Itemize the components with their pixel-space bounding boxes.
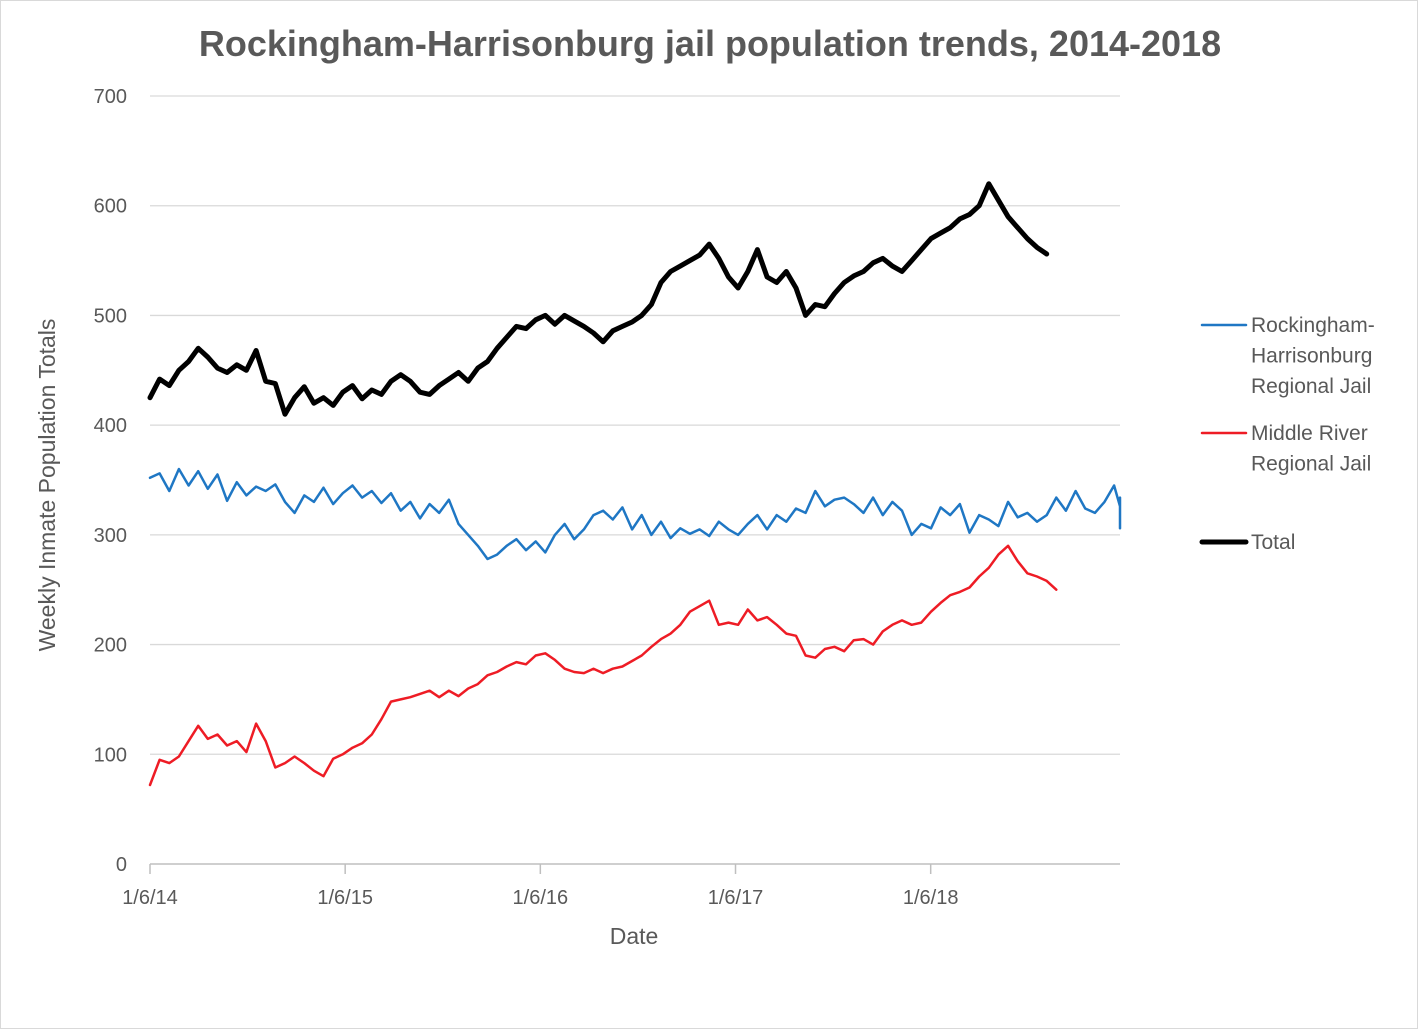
y-axis-title: Weekly Inmate Population Totals <box>34 319 60 652</box>
y-tick-label: 400 <box>94 415 127 437</box>
gridlines <box>150 95 1120 755</box>
chart-title: Rockingham-Harrisonburg jail population … <box>199 23 1221 64</box>
series-line-middle-river-regional-jail <box>148 544 1058 787</box>
series-lines <box>147 181 1122 787</box>
y-tick-label: 0 <box>116 854 127 876</box>
legend-label: Regional Jail <box>1251 375 1371 398</box>
legend-label: Total <box>1251 531 1295 554</box>
y-axis-tick-labels: 0 100 200 300 400 500 600 700 <box>94 86 127 876</box>
x-axis-title: Date <box>610 923 659 949</box>
legend-label: Middle River <box>1251 422 1368 445</box>
x-axis: 1/6/14 1/6/15 1/6/16 1/6/17 1/6/18 <box>122 863 1120 909</box>
y-tick-label: 200 <box>94 635 127 657</box>
legend-label: Harrisonburg <box>1251 345 1372 368</box>
x-tick-label: 1/6/17 <box>708 887 764 909</box>
y-tick-label: 700 <box>94 86 127 108</box>
legend-label: Regional Jail <box>1251 453 1371 476</box>
y-tick-label: 600 <box>94 196 127 218</box>
series-line-rockingham-harrisonburg-regional-jail <box>148 467 1122 561</box>
y-tick-label: 100 <box>94 744 127 766</box>
x-tick-label: 1/6/14 <box>122 887 178 909</box>
legend-label: Rockingham- <box>1251 314 1375 337</box>
x-tick-label: 1/6/15 <box>317 887 373 909</box>
x-tick-label: 1/6/16 <box>513 887 569 909</box>
y-tick-label: 500 <box>94 305 127 327</box>
legend: Rockingham- Harrisonburg Regional Jail Midd… <box>1199 314 1375 554</box>
series-line-total <box>147 181 1050 417</box>
x-tick-label: 1/6/18 <box>903 887 959 909</box>
y-tick-label: 300 <box>94 525 127 547</box>
